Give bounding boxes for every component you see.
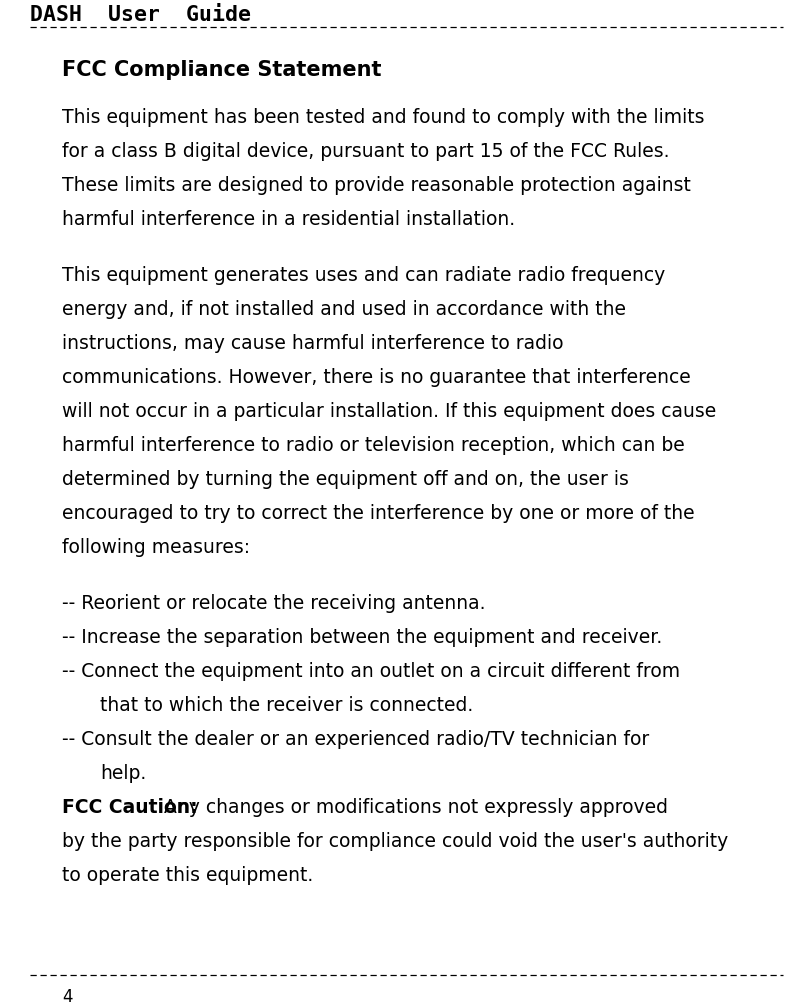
Text: that to which the receiver is connected.: that to which the receiver is connected.	[100, 696, 474, 715]
Text: FCC Compliance Statement: FCC Compliance Statement	[62, 60, 381, 80]
Text: Any changes or modifications not expressly approved: Any changes or modifications not express…	[158, 798, 668, 817]
Text: help.: help.	[100, 764, 147, 783]
Text: -- Consult the dealer or an experienced radio/TV technician for: -- Consult the dealer or an experienced …	[62, 730, 649, 749]
Text: instructions, may cause harmful interference to radio: instructions, may cause harmful interfer…	[62, 334, 563, 353]
Text: This equipment generates uses and can radiate radio frequency: This equipment generates uses and can ra…	[62, 266, 665, 285]
Text: DASH  User  Guide: DASH User Guide	[30, 5, 251, 25]
Text: by the party responsible for compliance could void the user's authority: by the party responsible for compliance …	[62, 832, 728, 851]
Text: communications. However, there is no guarantee that interference: communications. However, there is no gua…	[62, 368, 691, 387]
Text: -- Reorient or relocate the receiving antenna.: -- Reorient or relocate the receiving an…	[62, 594, 485, 613]
Text: to operate this equipment.: to operate this equipment.	[62, 866, 314, 885]
Text: FCC Caution:: FCC Caution:	[62, 798, 198, 817]
Text: harmful interference to radio or television reception, which can be: harmful interference to radio or televis…	[62, 436, 685, 455]
Text: following measures:: following measures:	[62, 538, 250, 557]
Text: 4: 4	[62, 988, 72, 1006]
Text: encouraged to try to correct the interference by one or more of the: encouraged to try to correct the interfe…	[62, 504, 695, 523]
Text: harmful interference in a residential installation.: harmful interference in a residential in…	[62, 210, 515, 229]
Text: energy and, if not installed and used in accordance with the: energy and, if not installed and used in…	[62, 300, 626, 319]
Text: for a class B digital device, pursuant to part 15 of the FCC Rules.: for a class B digital device, pursuant t…	[62, 142, 670, 161]
Text: -- Increase the separation between the equipment and receiver.: -- Increase the separation between the e…	[62, 628, 662, 648]
Text: This equipment has been tested and found to comply with the limits: This equipment has been tested and found…	[62, 108, 704, 127]
Text: will not occur in a particular installation. If this equipment does cause: will not occur in a particular installat…	[62, 402, 716, 421]
Text: -- Connect the equipment into an outlet on a circuit different from: -- Connect the equipment into an outlet …	[62, 662, 680, 681]
Text: These limits are designed to provide reasonable protection against: These limits are designed to provide rea…	[62, 176, 691, 195]
Text: determined by turning the equipment off and on, the user is: determined by turning the equipment off …	[62, 470, 629, 489]
